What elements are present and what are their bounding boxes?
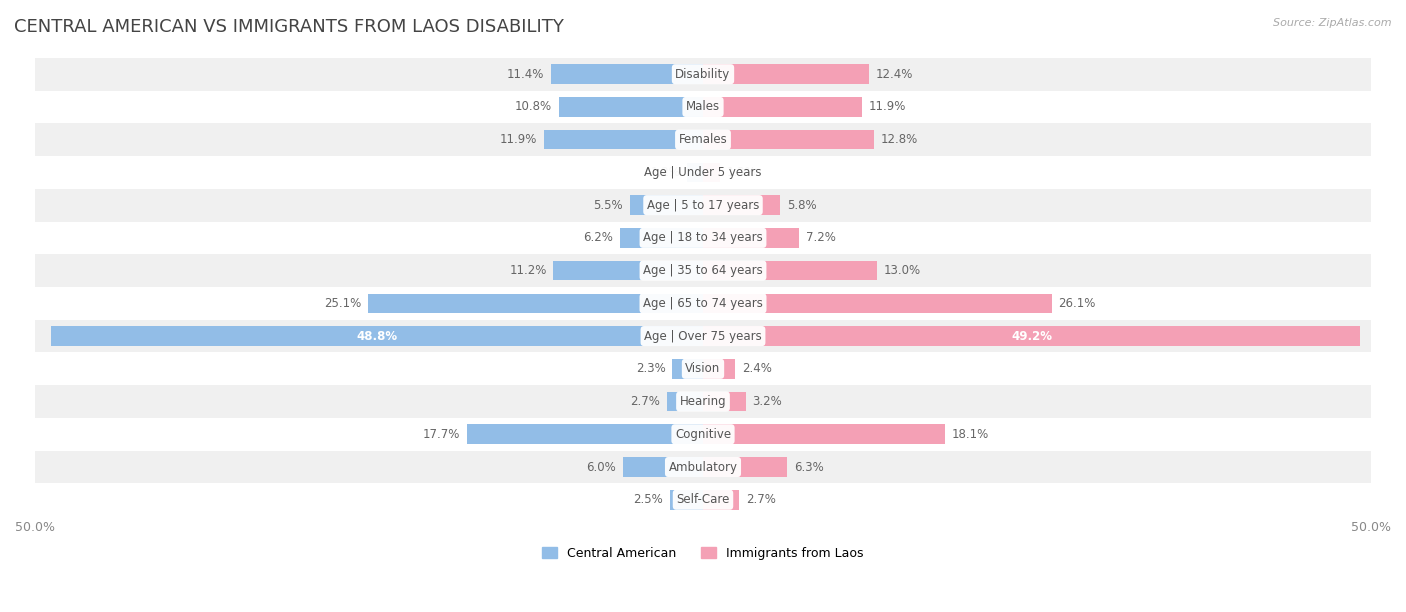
Bar xyxy=(669,490,703,510)
Text: Disability: Disability xyxy=(675,68,731,81)
Text: 25.1%: 25.1% xyxy=(323,297,361,310)
Text: 49.2%: 49.2% xyxy=(1011,330,1052,343)
Bar xyxy=(703,326,1361,346)
Bar xyxy=(672,359,703,379)
Bar xyxy=(35,450,1371,483)
Text: 17.7%: 17.7% xyxy=(422,428,460,441)
Bar xyxy=(703,64,869,84)
Text: 7.2%: 7.2% xyxy=(806,231,835,244)
Text: 6.3%: 6.3% xyxy=(794,460,824,474)
Bar xyxy=(703,261,877,280)
Text: 6.2%: 6.2% xyxy=(583,231,613,244)
Bar xyxy=(35,91,1371,123)
Bar xyxy=(703,425,945,444)
Bar xyxy=(35,188,1371,222)
Bar xyxy=(688,163,703,182)
Text: Hearing: Hearing xyxy=(679,395,727,408)
Text: 11.2%: 11.2% xyxy=(509,264,547,277)
Text: Males: Males xyxy=(686,100,720,113)
Bar xyxy=(703,294,1052,313)
Text: 1.2%: 1.2% xyxy=(651,166,681,179)
Text: Age | Over 75 years: Age | Over 75 years xyxy=(644,330,762,343)
Text: Age | Under 5 years: Age | Under 5 years xyxy=(644,166,762,179)
Text: Age | 65 to 74 years: Age | 65 to 74 years xyxy=(643,297,763,310)
Text: 5.8%: 5.8% xyxy=(787,199,817,212)
Text: 12.8%: 12.8% xyxy=(880,133,918,146)
Text: 48.8%: 48.8% xyxy=(357,330,398,343)
Bar xyxy=(35,156,1371,188)
Bar xyxy=(703,130,875,149)
Bar xyxy=(35,254,1371,287)
Text: 5.5%: 5.5% xyxy=(593,199,623,212)
Text: 26.1%: 26.1% xyxy=(1059,297,1095,310)
Text: 12.4%: 12.4% xyxy=(876,68,912,81)
Bar xyxy=(620,228,703,248)
Bar xyxy=(35,123,1371,156)
Text: 11.9%: 11.9% xyxy=(501,133,537,146)
Bar xyxy=(703,457,787,477)
Text: 6.0%: 6.0% xyxy=(586,460,616,474)
Bar xyxy=(35,483,1371,516)
Bar xyxy=(703,97,862,117)
Bar xyxy=(35,418,1371,450)
Bar xyxy=(703,490,740,510)
Bar xyxy=(35,353,1371,385)
Bar xyxy=(35,287,1371,319)
Bar xyxy=(703,359,735,379)
Text: Ambulatory: Ambulatory xyxy=(668,460,738,474)
Text: 3.2%: 3.2% xyxy=(752,395,782,408)
Text: CENTRAL AMERICAN VS IMMIGRANTS FROM LAOS DISABILITY: CENTRAL AMERICAN VS IMMIGRANTS FROM LAOS… xyxy=(14,18,564,36)
Bar xyxy=(666,392,703,411)
Bar xyxy=(623,457,703,477)
Bar xyxy=(703,228,799,248)
Text: 2.7%: 2.7% xyxy=(630,395,661,408)
Bar xyxy=(558,97,703,117)
Bar xyxy=(630,195,703,215)
Bar xyxy=(703,195,780,215)
Bar xyxy=(467,425,703,444)
Bar xyxy=(35,385,1371,418)
Text: Age | 35 to 64 years: Age | 35 to 64 years xyxy=(643,264,763,277)
Text: Self-Care: Self-Care xyxy=(676,493,730,506)
Text: 18.1%: 18.1% xyxy=(952,428,988,441)
Text: 10.8%: 10.8% xyxy=(515,100,553,113)
Bar xyxy=(35,222,1371,254)
Bar xyxy=(703,163,720,182)
Bar xyxy=(703,392,745,411)
Bar xyxy=(35,319,1371,353)
Bar xyxy=(35,58,1371,91)
Bar xyxy=(554,261,703,280)
Text: Cognitive: Cognitive xyxy=(675,428,731,441)
Text: Source: ZipAtlas.com: Source: ZipAtlas.com xyxy=(1274,18,1392,28)
Text: Age | 18 to 34 years: Age | 18 to 34 years xyxy=(643,231,763,244)
Text: Vision: Vision xyxy=(685,362,721,375)
Bar xyxy=(551,64,703,84)
Text: 2.5%: 2.5% xyxy=(633,493,662,506)
Text: 1.3%: 1.3% xyxy=(727,166,756,179)
Bar xyxy=(544,130,703,149)
Text: 11.9%: 11.9% xyxy=(869,100,905,113)
Text: 2.3%: 2.3% xyxy=(636,362,665,375)
Bar xyxy=(51,326,703,346)
Text: 2.4%: 2.4% xyxy=(742,362,772,375)
Text: Females: Females xyxy=(679,133,727,146)
Text: 13.0%: 13.0% xyxy=(883,264,921,277)
Bar xyxy=(367,294,703,313)
Text: Age | 5 to 17 years: Age | 5 to 17 years xyxy=(647,199,759,212)
Legend: Central American, Immigrants from Laos: Central American, Immigrants from Laos xyxy=(537,542,869,565)
Text: 2.7%: 2.7% xyxy=(745,493,776,506)
Text: 11.4%: 11.4% xyxy=(506,68,544,81)
